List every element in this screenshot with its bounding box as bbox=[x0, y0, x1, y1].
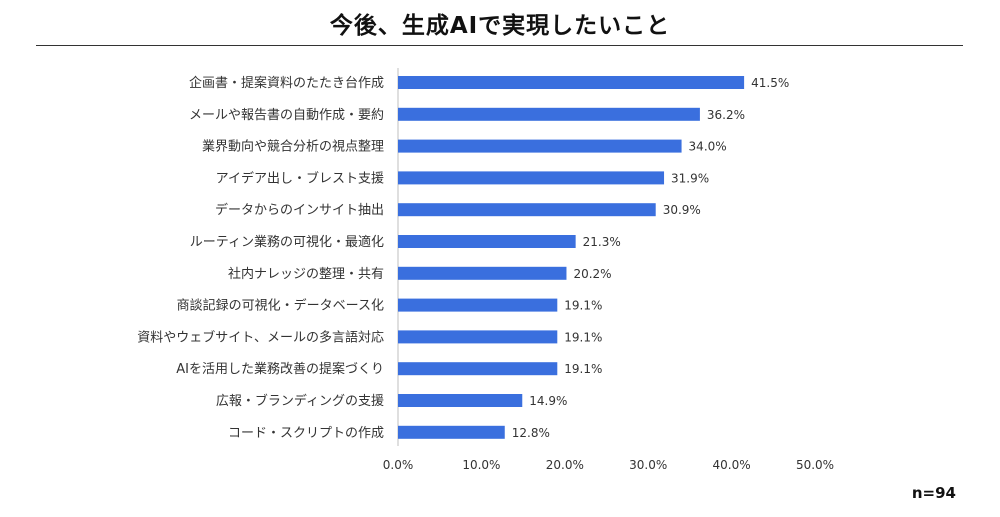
category-label: メールや報告書の自動作成・要約 bbox=[189, 108, 384, 123]
bar bbox=[398, 298, 558, 312]
category-label: アイデア出し・ブレスト支援 bbox=[216, 170, 384, 186]
value-label: 19.1% bbox=[564, 362, 602, 376]
x-tick-labels: 0.0% 10.0% 20.0% 30.0% 40.0% 50.0% bbox=[383, 458, 834, 472]
bar bbox=[398, 235, 576, 248]
bars bbox=[398, 76, 745, 439]
bar bbox=[398, 76, 745, 89]
x-tick-label: 10.0% bbox=[462, 458, 500, 472]
value-label: 41.5% bbox=[751, 76, 789, 90]
value-label: 34.0% bbox=[689, 140, 727, 154]
value-label: 31.9% bbox=[671, 171, 709, 185]
category-label: 商談記録の可視化・データベース化 bbox=[177, 298, 384, 314]
category-label: 広報・ブランディングの支援 bbox=[216, 393, 384, 409]
title-divider bbox=[36, 45, 963, 46]
sample-size-label: n=94 bbox=[911, 484, 956, 502]
x-tick-label: 40.0% bbox=[713, 458, 751, 472]
category-label: 業界動向や競合分析の視点整理 bbox=[202, 139, 384, 155]
bar bbox=[398, 139, 682, 153]
bar bbox=[398, 107, 700, 121]
bar bbox=[398, 394, 523, 407]
bar bbox=[398, 203, 656, 217]
value-label: 12.8% bbox=[512, 426, 550, 440]
x-tick-label: 0.0% bbox=[383, 458, 414, 472]
x-tick-label: 50.0% bbox=[796, 458, 834, 472]
bar bbox=[398, 362, 558, 376]
category-label: ルーティン業務の可視化・最適化 bbox=[190, 234, 384, 250]
bar bbox=[398, 425, 505, 439]
value-label: 20.2% bbox=[573, 267, 611, 281]
value-label: 21.3% bbox=[583, 235, 621, 249]
x-tick-label: 20.0% bbox=[546, 458, 584, 472]
bar bbox=[398, 330, 558, 344]
category-labels: 企画書・提案資料のたたき台作成メールや報告書の自動作成・要約業界動向や競合分析の… bbox=[137, 75, 384, 441]
category-label: 社内ナレッジの整理・共有 bbox=[228, 266, 384, 282]
value-label: 30.9% bbox=[663, 203, 701, 217]
bar bbox=[398, 266, 567, 280]
value-label: 14.9% bbox=[529, 394, 567, 408]
category-label: データからのインサイト抽出 bbox=[215, 202, 384, 218]
bar bbox=[398, 171, 665, 185]
value-label: 19.1% bbox=[564, 299, 602, 313]
value-label: 19.1% bbox=[564, 330, 602, 344]
chart-title: 今後、生成AIで実現したいこと bbox=[329, 13, 671, 39]
x-tick-label: 30.0% bbox=[629, 458, 667, 472]
category-label: コード・スクリプトの作成 bbox=[228, 426, 384, 441]
category-label: AIを活用した業務改善の提案づくり bbox=[176, 361, 384, 377]
value-labels: 41.5% 36.2% 34.0% 31.9% 30.9% 21.3% 20.2% 19.1%… bbox=[512, 76, 789, 440]
category-label: 企画書・提案資料のたたき台作成 bbox=[189, 75, 384, 91]
category-label: 資料やウェブサイト、メールの多言語対応 bbox=[137, 329, 384, 345]
value-label: 36.2% bbox=[707, 108, 745, 122]
